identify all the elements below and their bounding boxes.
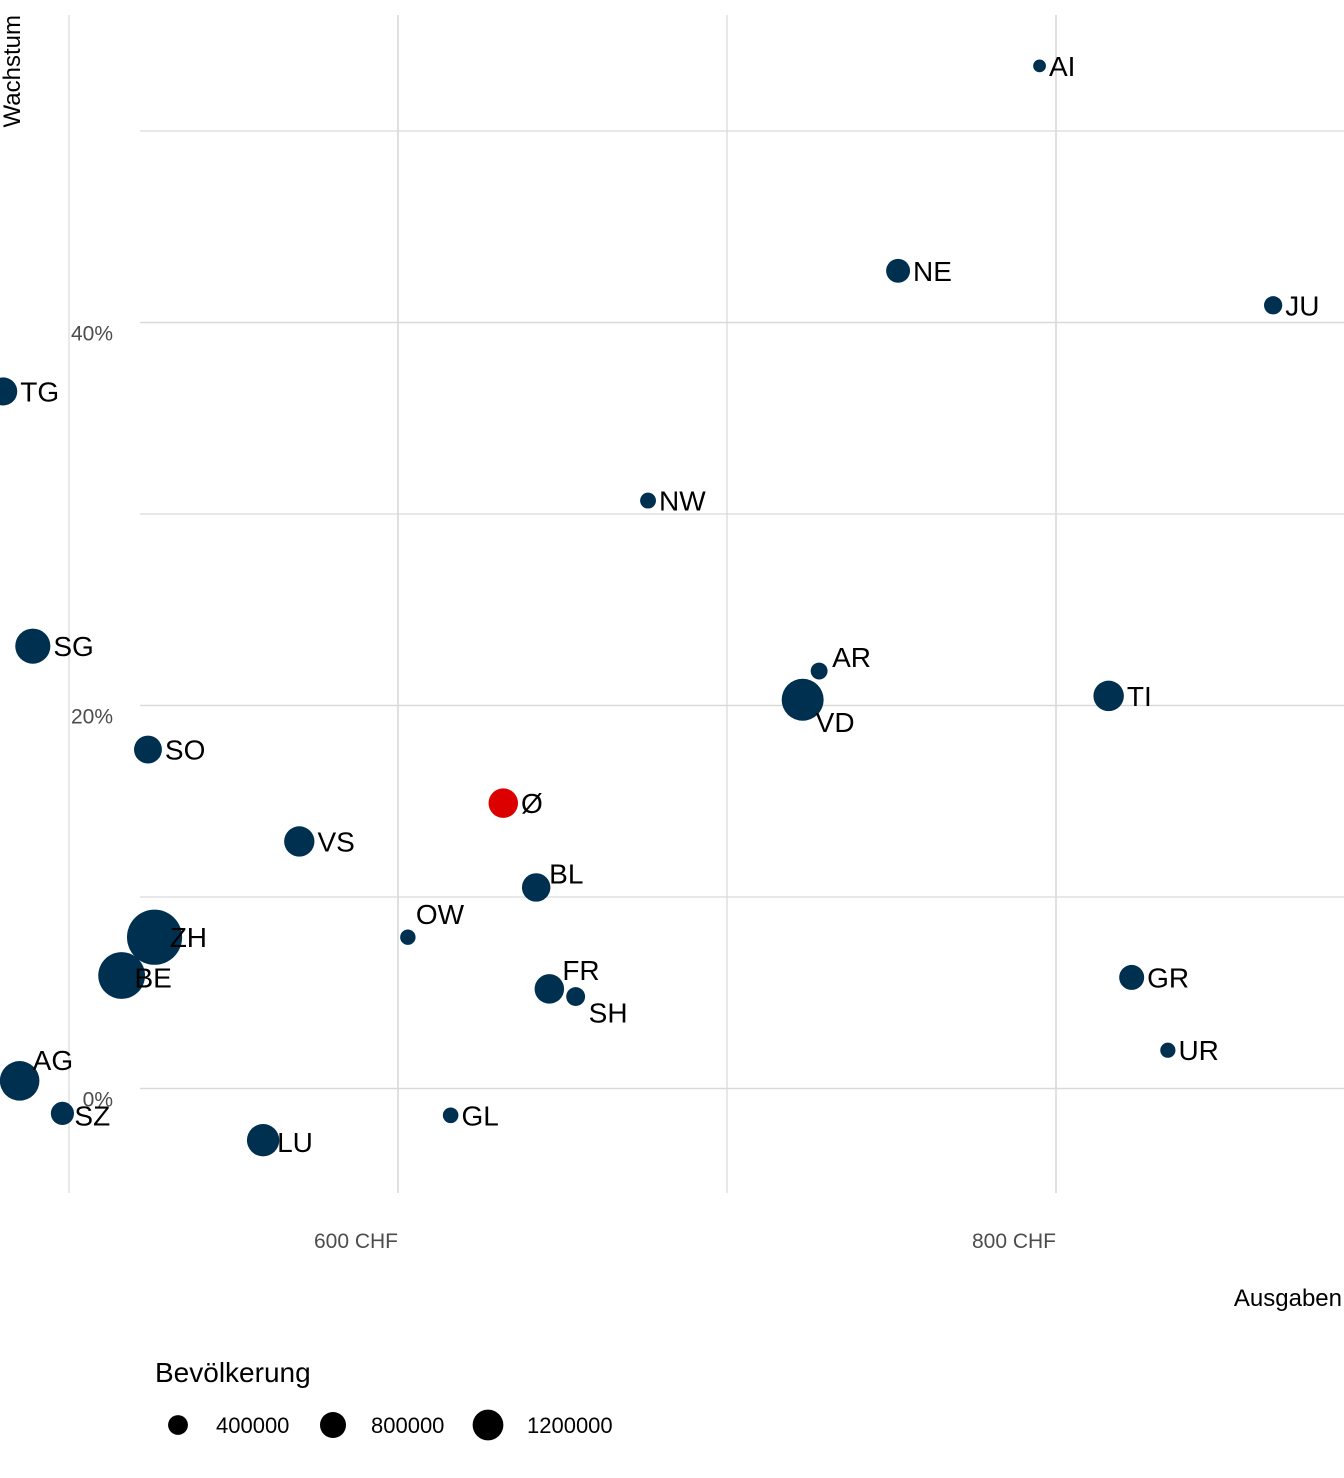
point-label: FR [562, 955, 599, 986]
point-ur [1160, 1042, 1176, 1058]
point-label: AI [1049, 51, 1075, 82]
point-label: UR [1178, 1035, 1218, 1066]
y-axis-title: Wachstum [0, 15, 26, 127]
point-lu [246, 1124, 280, 1157]
point-label: TG [20, 376, 59, 407]
point-ag [0, 1061, 40, 1101]
point-gr [1119, 964, 1145, 990]
point-label: NE [913, 256, 952, 287]
point-label: VS [317, 826, 354, 857]
point-label: SZ [74, 1100, 110, 1131]
point-nw [640, 492, 656, 509]
point-label: SH [589, 998, 628, 1029]
point-ai [1033, 59, 1046, 73]
grid-lines [68, 15, 1344, 1193]
point-tg [0, 377, 18, 406]
point-label: GL [461, 1100, 498, 1131]
point-label: Ø [521, 788, 543, 819]
point-bl [521, 873, 551, 902]
point-ne [886, 258, 911, 283]
point-label: OW [416, 899, 465, 930]
legend-title: Bevölkerung [155, 1357, 311, 1388]
point-ju [1264, 296, 1283, 315]
legend-key-circle [472, 1409, 504, 1441]
point-sh [566, 987, 586, 1007]
point-label: AR [832, 642, 871, 673]
point-ar [810, 662, 828, 680]
point-label: VD [816, 707, 855, 738]
point-label: SO [165, 735, 205, 766]
point-label: SG [53, 631, 93, 662]
point-zh [126, 909, 183, 965]
point-so [133, 735, 162, 764]
y-tick-label: 20% [71, 706, 113, 729]
legend-key-circle [319, 1411, 347, 1439]
point-label: NW [659, 486, 706, 517]
legend-key-circle [168, 1415, 188, 1435]
point-label: BE [134, 963, 171, 994]
x-tick-label: 800 CHF [972, 1230, 1056, 1253]
point-sg [15, 628, 51, 664]
point-be [98, 952, 146, 999]
point-ti [1093, 680, 1124, 712]
x-axis-title: Ausgaben [1234, 1285, 1342, 1312]
point-label: AG [33, 1045, 73, 1076]
legend-key-label: 800000 [371, 1413, 444, 1438]
size-legend: Bevölkerung 400000 800000 1200000 [155, 1357, 613, 1441]
point-label: ZH [170, 922, 207, 953]
y-tick-label: 0% [83, 1089, 113, 1112]
y-tick-label: 40% [71, 323, 113, 346]
point-vs [284, 826, 315, 857]
point-label: BL [549, 858, 583, 889]
x-tick-label: 600 CHF [314, 1230, 398, 1253]
point-label: LU [277, 1127, 313, 1158]
point-ow [400, 929, 416, 945]
data-points [0, 59, 1283, 1157]
point-fr [534, 974, 565, 1004]
point-label: GR [1147, 962, 1189, 993]
point-vd [781, 678, 824, 721]
point-labels: AIBSNEJUGETGNWSGARVDTIZGSOØVSBLOWZHBEFRS… [20, 51, 1319, 1158]
point-label: JU [1285, 290, 1319, 321]
legend-key-label: 400000 [216, 1413, 289, 1438]
point-average [488, 788, 519, 818]
point-label: TI [1127, 681, 1152, 712]
point-sz [50, 1101, 75, 1125]
point-gl [442, 1107, 459, 1124]
legend-key-label: 1200000 [527, 1413, 613, 1438]
